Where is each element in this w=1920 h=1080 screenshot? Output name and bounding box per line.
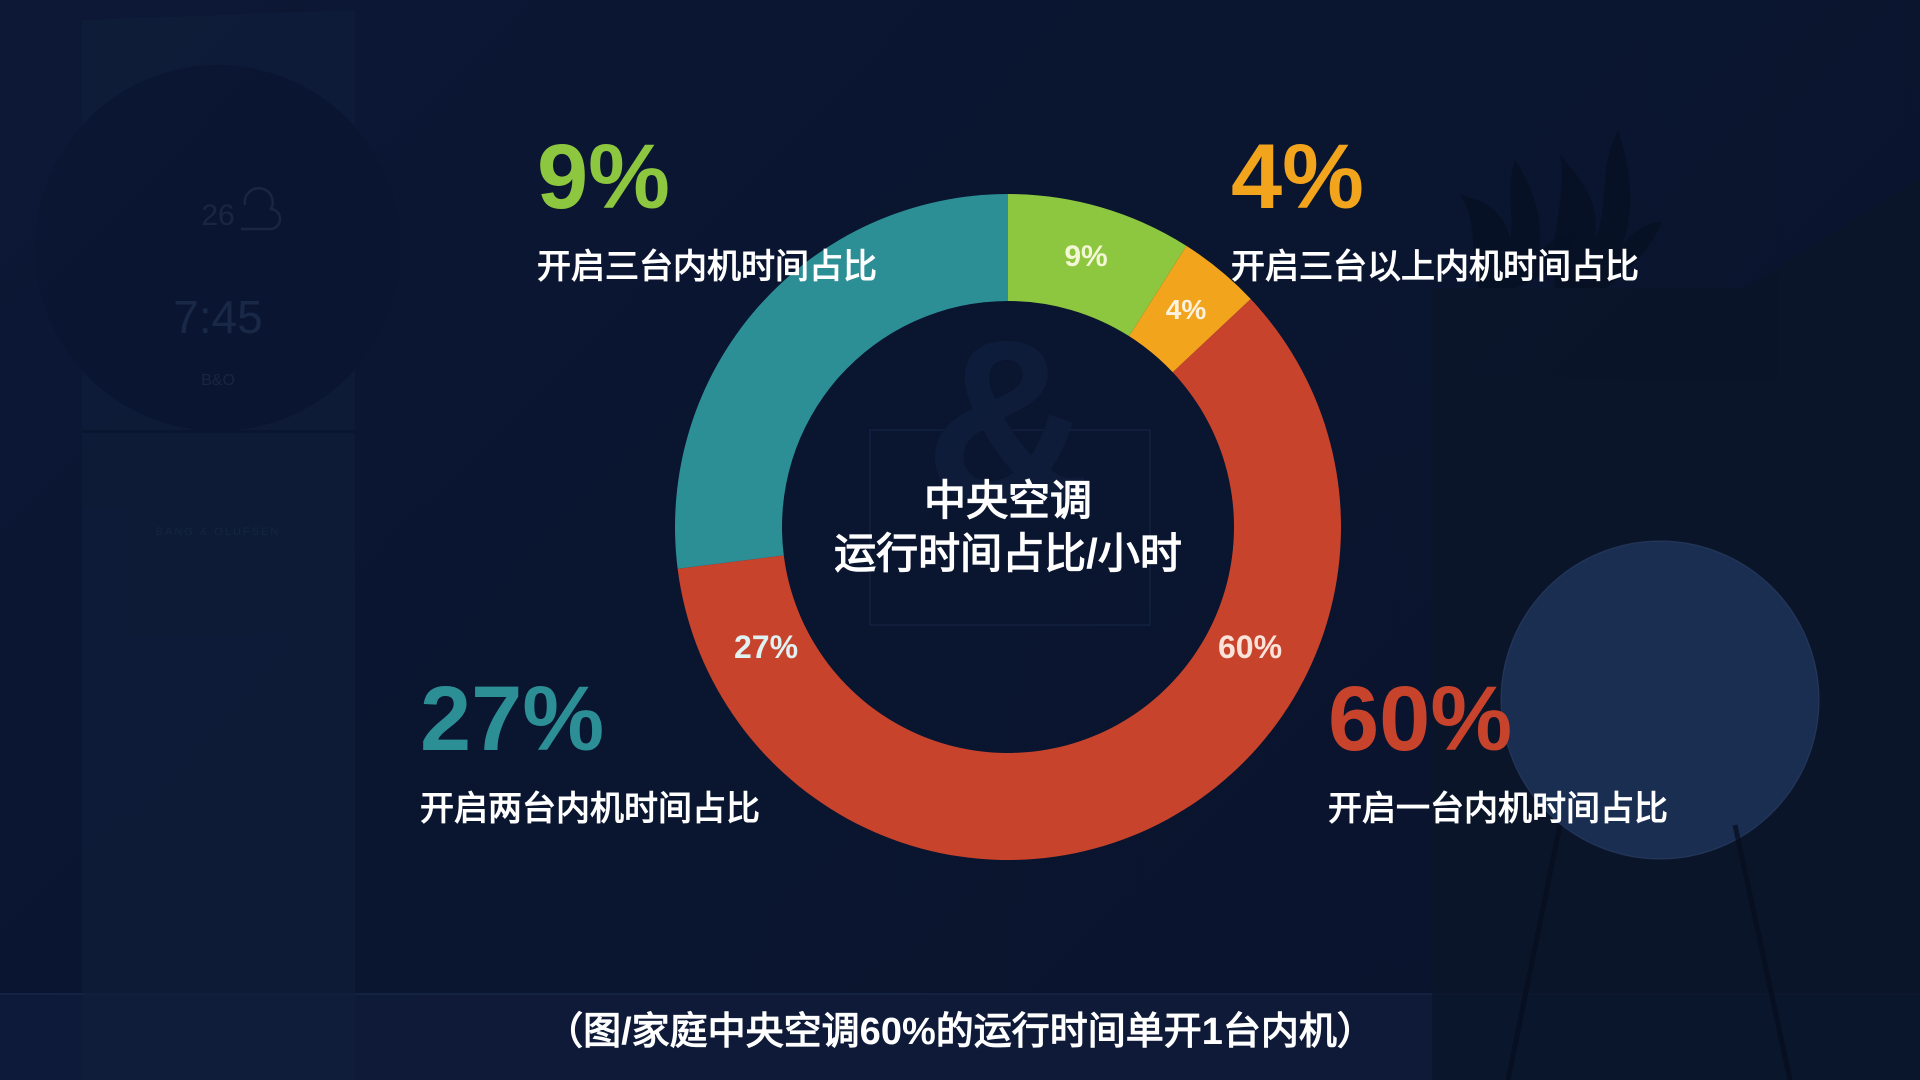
svg-text:4%: 4%: [1166, 294, 1207, 325]
svg-text:9%: 9%: [1064, 240, 1107, 273]
svg-text:27%: 27%: [734, 629, 798, 665]
svg-text:运行时间占比/小时: 运行时间占比/小时: [834, 530, 1182, 577]
svg-text:中央空调: 中央空调: [924, 477, 1092, 524]
svg-text:60%: 60%: [1218, 629, 1282, 665]
